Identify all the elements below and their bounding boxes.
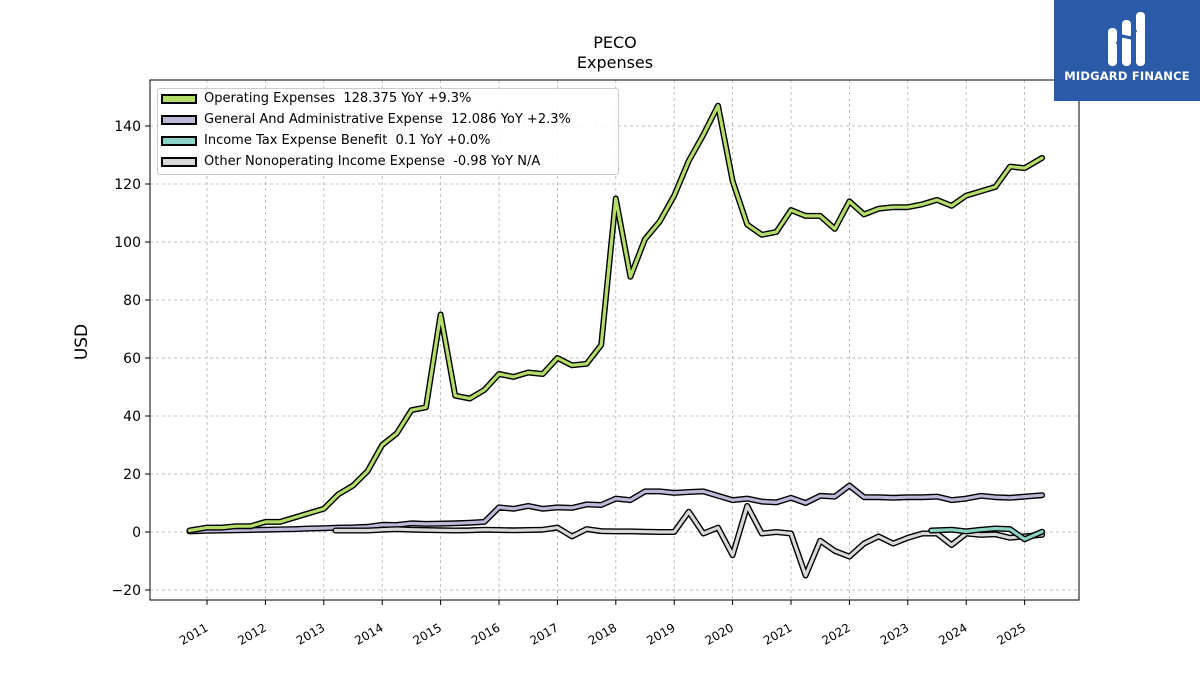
y-tick-label: 40: [123, 409, 141, 425]
legend-label: Income Tax Expense Benefit 0.1 YoY +0.0%: [204, 133, 491, 148]
brand-name: MIDGARD FINANCE: [1064, 69, 1190, 83]
midgard-logo-icon: [1108, 12, 1145, 66]
series-outline-other-nonoperating-income-expense: [332, 502, 1046, 579]
y-tick-label: −20: [111, 583, 141, 599]
x-tick-label: 2011: [177, 620, 210, 647]
x-tick-label: 2024: [936, 620, 969, 647]
x-tick-label: 2022: [819, 620, 852, 647]
x-tick-label: 2020: [703, 620, 736, 647]
x-tick-label: 2012: [235, 620, 268, 647]
axes-frame: [149, 79, 1080, 601]
chart-subtitle: Expenses: [577, 53, 653, 72]
legend: Operating Expenses 128.375 YoY +9.3% Gen…: [157, 88, 619, 175]
legend-item-operating-expenses: Operating Expenses 128.375 YoY +9.3%: [158, 89, 618, 110]
legend-label: Operating Expenses 128.375 YoY +9.3%: [204, 91, 472, 106]
y-tick-label: 60: [123, 351, 141, 367]
x-tick-label: 2021: [761, 620, 794, 647]
brand-logo: MIDGARD FINANCE: [1054, 0, 1200, 101]
y-axis-label: USD: [72, 324, 92, 360]
legend-swatch: [161, 136, 197, 146]
legend-swatch: [161, 115, 197, 125]
ticks: −20 0 20 40 60 80 100 120 140 2011 2012 2013 2014 201…: [111, 119, 1028, 648]
x-tick-label: 2016: [469, 620, 502, 647]
legend-label: Other Nonoperating Income Expense -0.98 …: [204, 154, 541, 169]
x-tick-label: 2023: [878, 620, 911, 647]
y-tick-label: 100: [114, 235, 141, 251]
series-line-other-nonoperating-income-expense: [333, 504, 1044, 578]
y-tick-label: 140: [114, 119, 141, 135]
legend-swatch: [161, 94, 197, 104]
legend-item-general-administrative: General And Administrative Expense 12.08…: [158, 110, 618, 131]
x-tick-label: 2015: [411, 620, 444, 647]
series-line-operating-expenses: [187, 104, 1044, 533]
x-tick-label: 2019: [644, 620, 677, 647]
y-tick-label: 20: [123, 467, 141, 483]
y-tick-label: 120: [114, 177, 141, 193]
x-tick-label: 2013: [294, 620, 327, 647]
x-tick-label: 2017: [527, 620, 560, 647]
series-line-income-tax-expense-benefit: [929, 526, 1044, 541]
chart-title: PECO: [593, 33, 637, 52]
series-lines: [186, 102, 1046, 579]
y-tick-label: 80: [123, 293, 141, 309]
legend-item-income-tax: Income Tax Expense Benefit 0.1 YoY +0.0%: [158, 131, 618, 152]
x-tick-label: 2025: [995, 620, 1028, 647]
x-tick-label: 2014: [352, 620, 385, 647]
series-line-general-and-administrative-expense: [187, 484, 1044, 534]
legend-swatch: [161, 157, 197, 167]
legend-label: General And Administrative Expense 12.08…: [204, 112, 571, 127]
legend-item-other-nonoperating: Other Nonoperating Income Expense -0.98 …: [158, 152, 618, 173]
y-tick-label: 0: [132, 525, 141, 541]
x-tick-label: 2018: [586, 620, 619, 647]
